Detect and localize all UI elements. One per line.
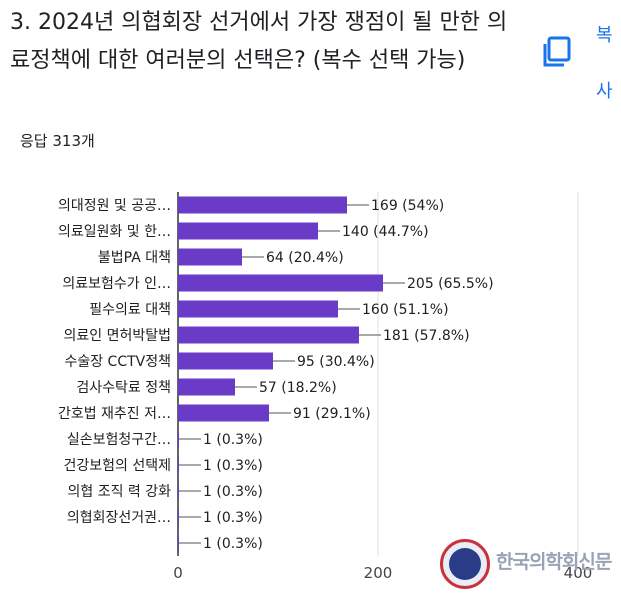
category-label: 불법PA 대책 [98,250,171,266]
data-label: 57 (18.2%) [259,380,337,396]
category-label: 의료일원화 및 한… [58,224,171,240]
category-label: 의대정원 및 공공… [58,198,171,214]
seal-icon [440,539,490,589]
x-tick-label: 0 [173,564,183,582]
category-label: 검사수탁료 정책 [76,380,171,396]
category-label: 필수의료 대책 [89,302,171,318]
category-label: 의료보험수가 인… [62,276,171,292]
bar [178,274,383,292]
copy-button[interactable]: 복사 [596,25,613,102]
data-label: 1 (0.3%) [203,536,263,552]
bar [178,326,359,344]
bar [178,508,179,526]
copy-icon[interactable] [540,34,576,70]
bar [178,196,347,214]
category-label: 건강보험의 선택제 [64,458,172,474]
bar [178,378,235,396]
bar [178,248,242,266]
data-label: 160 (51.1%) [362,302,449,318]
category-label: 의협회장선거권… [67,510,171,526]
bar [178,456,179,474]
bar [178,430,179,448]
category-label: 간호법 재추진 저… [58,406,171,422]
bar [178,300,338,318]
data-label: 1 (0.3%) [203,510,263,526]
data-label: 1 (0.3%) [203,432,263,448]
bar [178,352,273,370]
data-label: 1 (0.3%) [203,458,263,474]
category-label: 실손보험청구간… [67,432,171,448]
category-label: 의협 조직 력 강화 [67,484,171,500]
bar [178,482,179,500]
watermark-logo: 한국의학회신문 [440,535,620,595]
data-label: 205 (65.5%) [407,276,494,292]
category-label: 의료인 면허박탈법 [64,328,172,344]
data-label: 1 (0.3%) [203,484,263,500]
data-label: 181 (57.8%) [383,328,470,344]
data-label: 169 (54%) [371,198,444,214]
category-label: 수술장 CCTV정책 [64,354,171,370]
data-label: 64 (20.4%) [266,250,344,266]
bar [178,534,179,552]
response-count: 응답 313개 [20,132,95,150]
x-tick-label: 200 [364,564,393,582]
bar [178,404,269,422]
data-label: 91 (29.1%) [293,406,371,422]
data-label: 95 (30.4%) [297,354,375,370]
data-label: 140 (44.7%) [342,224,429,240]
x-tick-label: 400 [564,564,593,582]
watermark-name: 한국의학회신문 [496,551,612,573]
question-title: 3. 2024년 의협회장 선거에서 가장 쟁점이 될 만한 의료정책에 대한 … [10,10,508,73]
bar [178,222,318,240]
